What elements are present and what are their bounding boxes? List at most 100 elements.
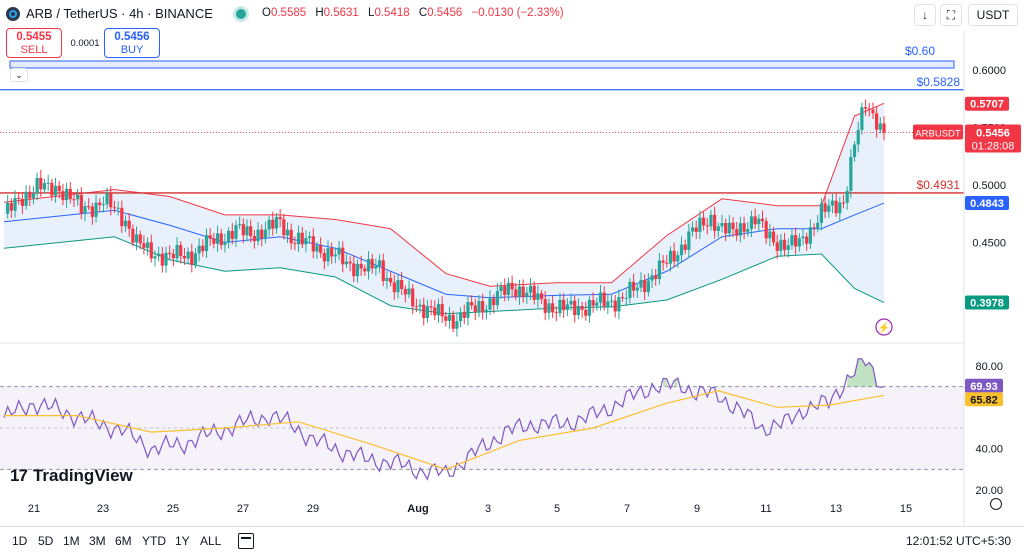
timeframe-ytd[interactable]: YTD — [142, 534, 166, 548]
candle-body — [878, 123, 882, 130]
candle-body — [488, 298, 492, 310]
calendar-icon[interactable] — [238, 533, 254, 549]
candle-body — [794, 235, 798, 247]
candle-body — [6, 202, 10, 214]
timeframe-3m[interactable]: 3M — [89, 534, 106, 548]
candle-body — [595, 302, 599, 306]
candle-body — [208, 235, 212, 239]
candle-body — [61, 191, 65, 201]
axis-tag-box-1 — [965, 196, 1009, 211]
candle-body — [639, 279, 643, 288]
candle-body — [42, 183, 47, 190]
candle-body — [300, 232, 304, 245]
candle-body — [827, 205, 831, 212]
candle-body — [422, 304, 426, 319]
candle-body — [466, 302, 470, 318]
rsi-tag-0: 69.93 — [970, 381, 998, 393]
candle-body — [558, 299, 562, 314]
tradingview-mark-icon: 17 — [10, 466, 28, 485]
buy-button[interactable]: 0.5456 BUY — [104, 28, 160, 58]
candle-body — [628, 281, 632, 298]
symbol-title[interactable]: ARB / TetherUS · 4h · BINANCE — [26, 6, 213, 21]
timeframe-1m[interactable]: 1M — [63, 534, 80, 548]
candle-body — [657, 260, 661, 280]
level-zone-0 — [9, 60, 955, 69]
candle-body — [131, 228, 135, 243]
candle-body — [698, 217, 702, 232]
candle-body — [326, 248, 330, 262]
candle-body — [713, 214, 717, 231]
time-tick-label: 9 — [694, 503, 700, 515]
candle-body — [348, 261, 352, 264]
candle-body — [271, 219, 275, 229]
currency-select[interactable]: USDT — [968, 4, 1018, 26]
candle-body — [175, 245, 179, 259]
candle-body — [425, 306, 430, 319]
top-toolbar: ARB / TetherUS · 4h · BINANCE O0.5585 H0… — [0, 0, 1024, 28]
fullscreen-icon[interactable]: ⛶ — [940, 4, 962, 26]
candle-body — [352, 263, 356, 277]
candle-body — [260, 229, 264, 239]
level-label-2: $0.4931 — [917, 178, 961, 192]
candle-body — [771, 231, 776, 243]
candle-body — [871, 109, 875, 114]
candle-body — [411, 288, 415, 307]
collapse-indicators-button[interactable]: ⌄ — [10, 68, 28, 82]
candle-body — [665, 262, 669, 264]
candle-body — [134, 234, 139, 243]
candle-body — [215, 233, 220, 244]
candle-body — [481, 301, 485, 313]
candle-body — [72, 199, 76, 201]
candle-body — [609, 300, 614, 302]
candle-body — [654, 275, 658, 280]
candle-body — [400, 280, 404, 290]
candle-body — [635, 287, 639, 291]
timeframe-1y[interactable]: 1Y — [175, 534, 190, 548]
time-tick-label: 27 — [237, 503, 249, 515]
candle-body — [337, 247, 341, 255]
candle-body — [389, 277, 393, 283]
candle-body — [68, 188, 72, 200]
candle-body — [591, 300, 595, 306]
candle-body — [672, 250, 676, 262]
tradingview-logo[interactable]: 17 TradingView — [10, 466, 133, 486]
candle-body — [223, 241, 227, 246]
candle-body — [724, 223, 728, 234]
time-tick-label: 15 — [900, 503, 912, 515]
download-icon[interactable]: ↓ — [914, 4, 936, 26]
timeframe-1d[interactable]: 1D — [12, 534, 28, 548]
level-label-0: $0.60 — [905, 44, 935, 58]
candle-body — [760, 218, 765, 222]
candle-body — [801, 236, 805, 239]
open-label: O — [262, 7, 271, 19]
settings-icon[interactable] — [990, 498, 1002, 510]
candle-body — [643, 279, 647, 292]
candle-body — [805, 236, 809, 244]
close-value: 0.5456 — [427, 7, 463, 19]
candle-body — [296, 232, 301, 245]
candle-body — [179, 245, 183, 257]
candle-body — [473, 305, 477, 313]
timeframe-5d[interactable]: 5D — [38, 534, 54, 548]
candle-body — [565, 304, 569, 311]
candle-body — [742, 223, 746, 232]
timeframe-all[interactable]: ALL — [200, 534, 222, 548]
candle-body — [186, 251, 190, 259]
low-label: L — [368, 7, 375, 19]
candle-body — [757, 218, 761, 225]
high-label: H — [315, 7, 324, 19]
candle-body — [845, 190, 849, 203]
buy-price: 0.5456 — [114, 31, 150, 43]
candle-body — [528, 285, 533, 293]
candle-body — [823, 203, 827, 212]
timeframe-6m[interactable]: 6M — [115, 534, 132, 548]
candle-body — [539, 293, 544, 300]
candle-body — [109, 193, 113, 208]
symbol-tag: ARBUSDT — [915, 129, 961, 140]
sell-button[interactable]: 0.5455 SELL — [6, 28, 62, 58]
arbitrum-logo-icon — [6, 7, 20, 21]
candle-body — [503, 286, 507, 295]
bollinger-fill — [4, 103, 884, 314]
candle-body — [319, 245, 323, 254]
